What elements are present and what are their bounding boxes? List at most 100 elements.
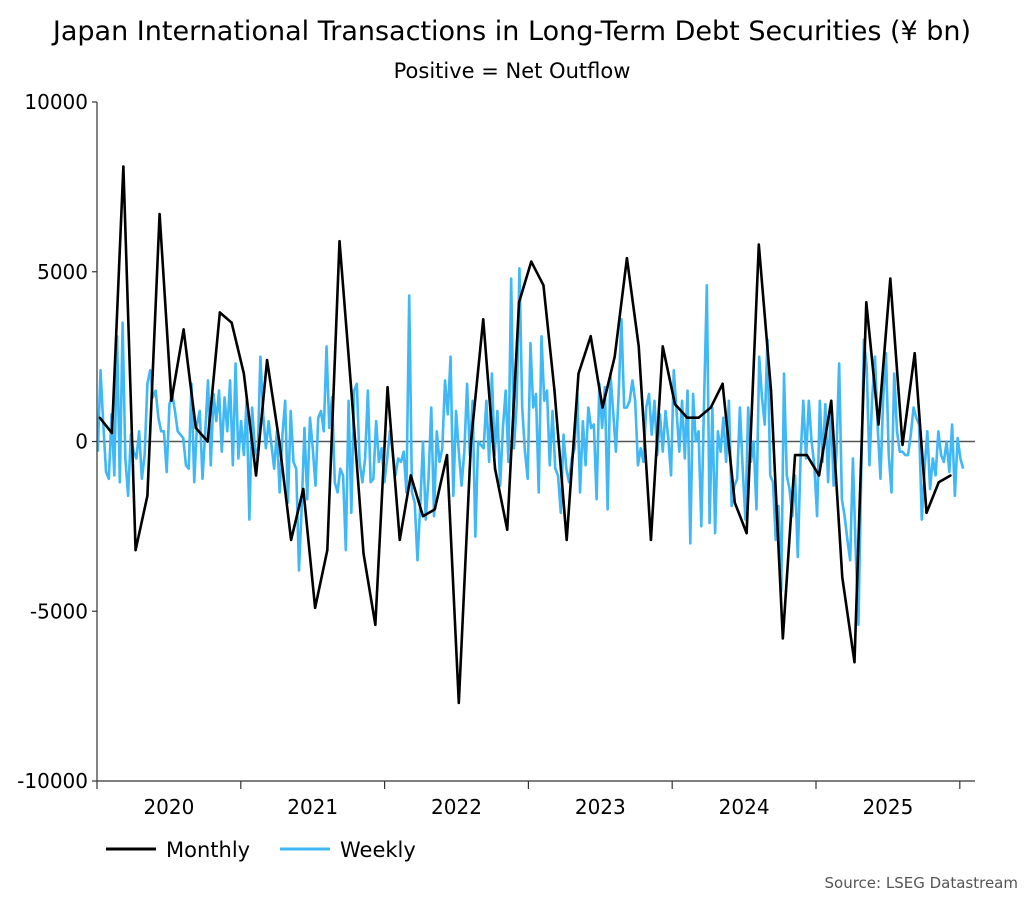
data-point-weekly: [852, 458, 854, 460]
data-point-monthly: [493, 467, 497, 470]
data-point-weekly: [899, 451, 901, 453]
data-point-weekly: [891, 492, 893, 494]
data-point-weekly: [419, 505, 421, 507]
data-point-monthly: [733, 501, 736, 504]
data-point-monthly: [830, 399, 833, 402]
data-point-monthly: [925, 511, 928, 514]
data-point-weekly: [687, 390, 689, 392]
data-point-weekly: [791, 515, 793, 517]
data-point-weekly: [130, 434, 132, 436]
data-point-weekly: [238, 458, 240, 460]
data-point-weekly: [929, 488, 931, 490]
data-point-weekly: [364, 458, 366, 460]
data-point-weekly: [816, 515, 818, 517]
data-point-monthly: [613, 355, 616, 358]
data-point-monthly: [457, 701, 461, 705]
data-point-weekly: [271, 444, 273, 446]
data-point-weekly: [160, 431, 162, 433]
data-point-monthly: [386, 385, 389, 389]
data-point-weekly: [477, 441, 479, 443]
data-point-weekly: [877, 427, 879, 429]
data-point-monthly: [158, 212, 161, 216]
data-point-weekly: [904, 454, 906, 456]
data-point-weekly: [734, 485, 736, 487]
data-point-monthly: [841, 576, 844, 579]
data-point-monthly: [517, 301, 521, 304]
data-point-weekly: [279, 492, 281, 494]
data-point-weekly: [122, 322, 124, 324]
data-point-weekly: [800, 458, 802, 460]
data-point-weekly: [243, 454, 245, 456]
data-point-monthly: [445, 453, 449, 457]
data-point-weekly: [844, 515, 846, 517]
data-point-weekly: [571, 458, 573, 460]
data-point-weekly: [287, 502, 289, 504]
data-point-weekly: [475, 536, 477, 538]
data-point-weekly: [469, 454, 471, 456]
data-point-weekly: [375, 420, 377, 422]
data-point-weekly: [422, 441, 424, 443]
data-point-weekly: [428, 478, 430, 480]
x-tick-label: 2024: [719, 795, 770, 819]
data-point-weekly: [351, 512, 353, 514]
data-point-weekly: [885, 352, 887, 354]
data-point-weekly: [169, 403, 171, 405]
data-point-monthly: [218, 311, 222, 314]
data-point-weekly: [510, 278, 512, 280]
data-point-weekly: [568, 481, 570, 483]
data-point-weekly: [505, 390, 507, 392]
data-point-weekly: [240, 420, 242, 422]
legend-label-weekly: Weekly: [340, 838, 416, 862]
data-point-weekly: [141, 478, 143, 480]
data-point-weekly: [825, 403, 827, 405]
data-point-weekly: [645, 407, 647, 409]
data-point-weekly: [488, 461, 490, 463]
data-point-weekly: [166, 471, 168, 473]
data-point-weekly: [888, 454, 890, 456]
data-point-weekly: [637, 464, 639, 466]
data-point-weekly: [860, 475, 862, 477]
data-point-weekly: [273, 468, 275, 470]
data-point-weekly: [251, 407, 253, 409]
data-point-monthly: [913, 352, 916, 355]
data-point-weekly: [690, 543, 692, 545]
data-point-weekly: [276, 431, 278, 433]
data-point-weekly: [706, 285, 708, 287]
data-point-weekly: [367, 390, 369, 392]
y-axis: 10000 5000 0 -5000 -10000: [17, 90, 98, 793]
data-point-weekly: [907, 454, 909, 456]
data-point-weekly: [670, 475, 672, 477]
data-point-weekly: [921, 519, 923, 521]
data-point-weekly: [284, 400, 286, 402]
data-point-monthly: [482, 318, 485, 321]
y-tick-label: 0: [75, 430, 88, 454]
data-point-weekly: [204, 431, 206, 433]
data-point-monthly: [398, 538, 401, 542]
data-point-monthly: [757, 243, 761, 246]
data-point-weekly: [436, 431, 438, 433]
data-point-weekly: [472, 400, 474, 402]
data-point-weekly: [483, 447, 485, 449]
data-point-weekly: [549, 464, 551, 466]
series-line-monthly: [98, 165, 952, 705]
data-point-weekly: [626, 407, 628, 409]
data-point-monthly: [589, 335, 592, 338]
data-point-weekly: [265, 447, 267, 449]
data-point-weekly: [254, 447, 256, 449]
data-point-weekly: [712, 407, 714, 409]
data-point-monthly: [781, 637, 785, 640]
data-point-weekly: [532, 407, 534, 409]
data-point-monthly: [805, 453, 809, 457]
data-point-weekly: [951, 424, 953, 426]
data-point-weekly: [940, 454, 942, 456]
data-point-weekly: [577, 393, 579, 395]
data-point-weekly: [546, 390, 548, 392]
data-point-weekly: [604, 386, 606, 388]
data-point-weekly: [417, 560, 419, 562]
data-point-weekly: [323, 431, 325, 433]
data-point-weekly: [411, 492, 413, 494]
data-point-weekly: [370, 481, 372, 483]
data-point-weekly: [215, 420, 217, 422]
data-point-monthly: [853, 660, 856, 664]
data-point-monthly: [326, 548, 329, 552]
